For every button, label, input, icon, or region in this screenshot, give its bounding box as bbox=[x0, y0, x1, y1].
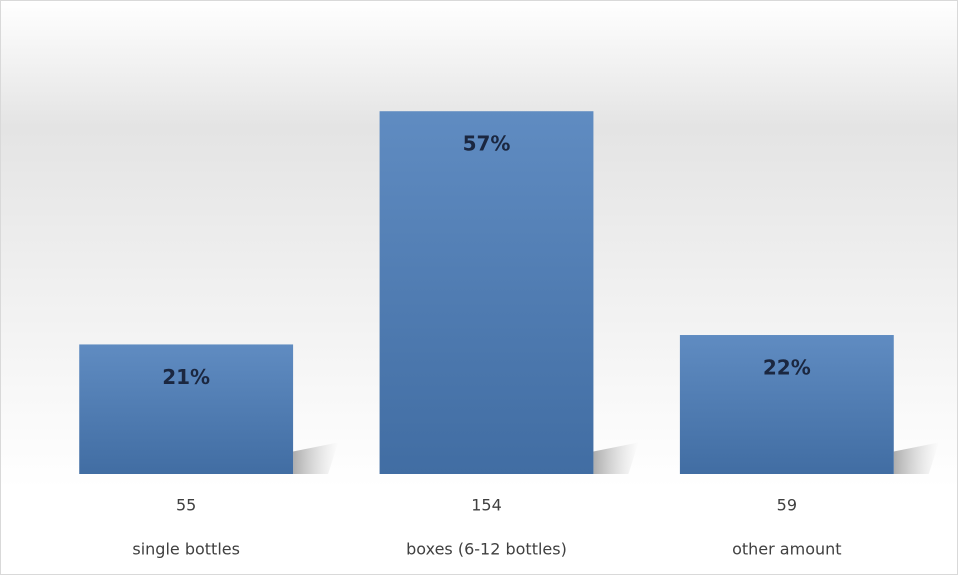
bar-shadow bbox=[593, 442, 639, 474]
count-label: 154 bbox=[471, 496, 502, 515]
count-label: 55 bbox=[176, 496, 196, 515]
x-tick-label: other amount bbox=[732, 540, 841, 559]
bar-shade bbox=[379, 111, 594, 474]
bar-shade bbox=[679, 335, 894, 474]
data-label: 57% bbox=[463, 132, 511, 156]
bar-shade bbox=[79, 344, 294, 474]
x-tick-label: boxes (6-12 bottles) bbox=[406, 540, 567, 559]
count-label: 59 bbox=[777, 496, 797, 515]
x-tick-label: single bottles bbox=[132, 540, 240, 559]
bar-shadow bbox=[893, 442, 939, 474]
data-label: 22% bbox=[763, 356, 811, 380]
data-label: 21% bbox=[162, 365, 210, 389]
bar-shadow bbox=[293, 442, 339, 474]
